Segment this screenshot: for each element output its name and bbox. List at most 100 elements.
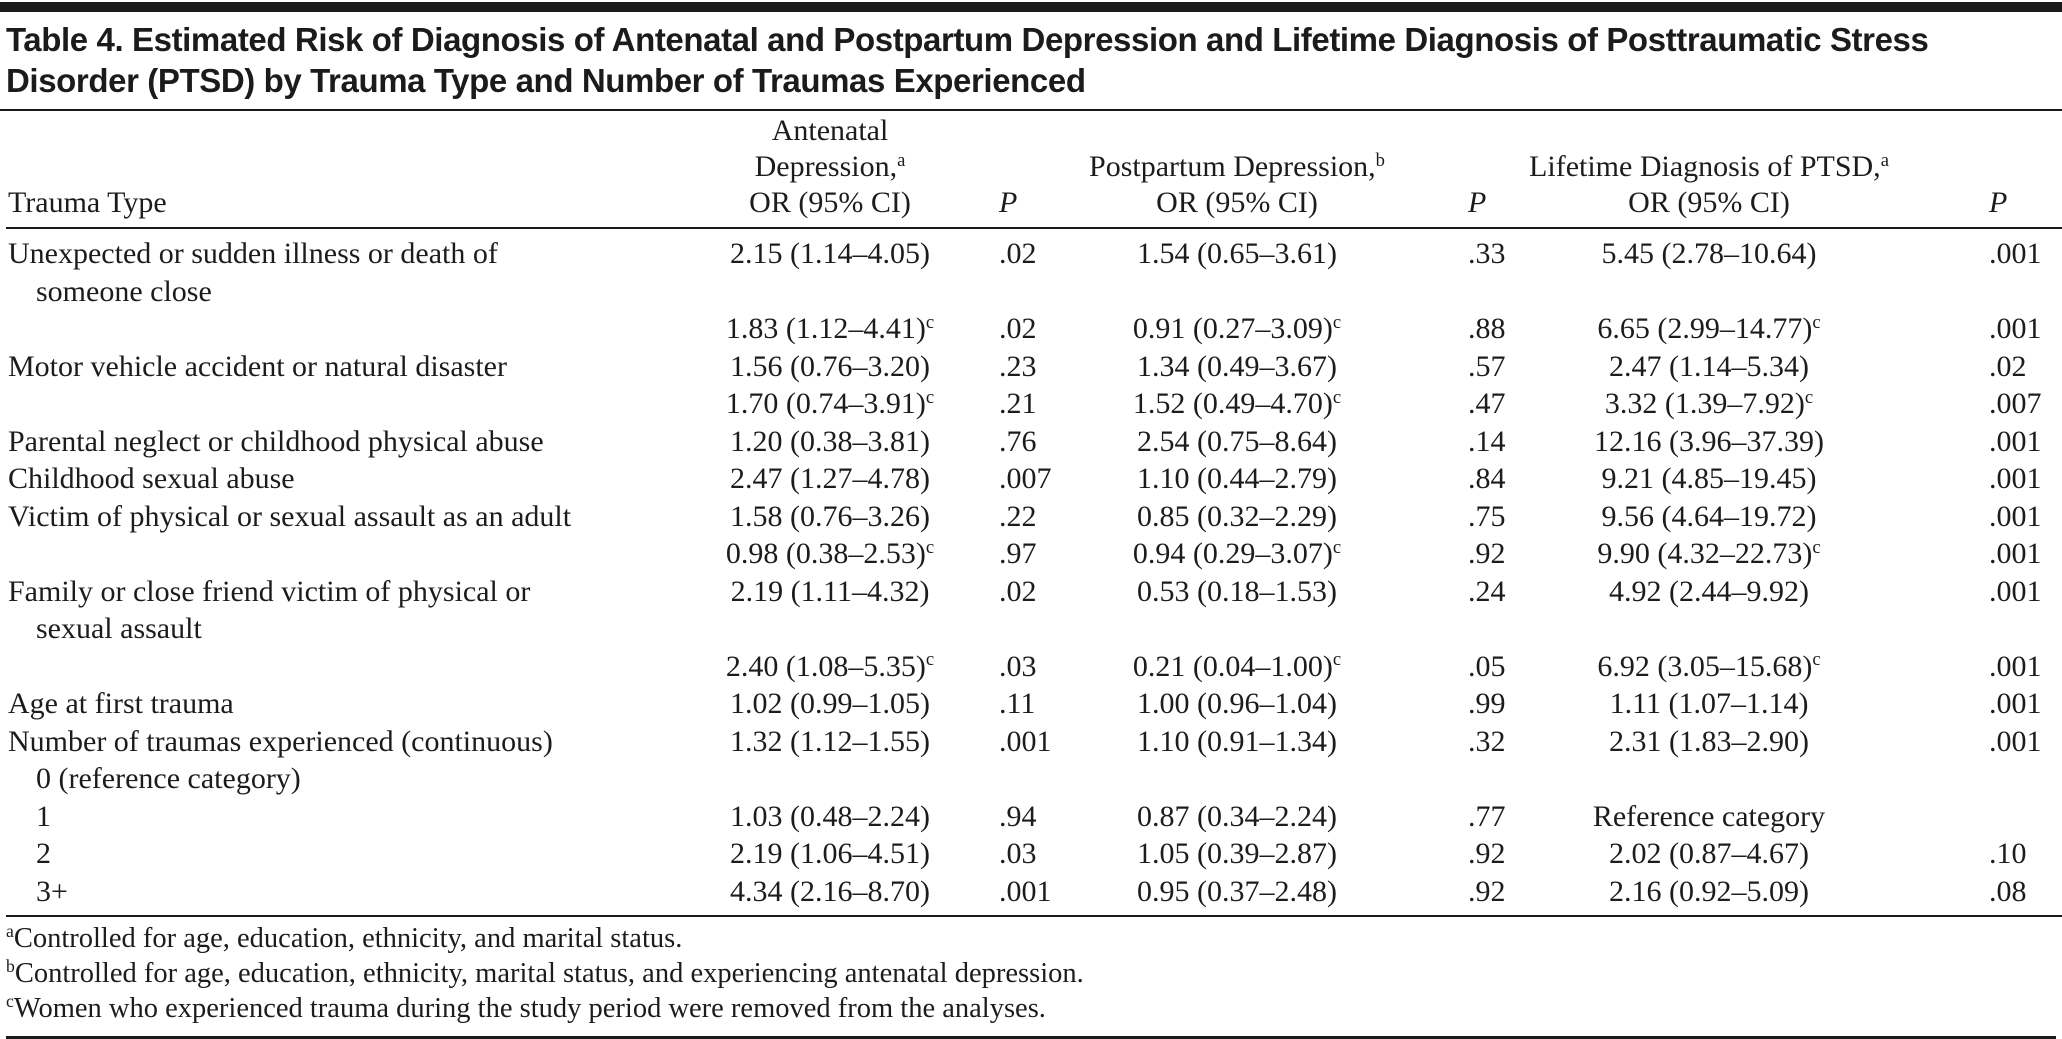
or-ci-cell: 9.90 (4.32–22.73)c: [1597, 536, 1821, 570]
p-value-cell: .001: [1989, 499, 2042, 533]
or-ci-cell: 2.15 (1.14–4.05): [730, 237, 930, 270]
row-label-text: Motor vehicle accident or natural disast…: [8, 349, 507, 383]
p-value-cell: .007: [999, 462, 1052, 495]
table-row: Motor vehicle accident or natural disast…: [6, 348, 2062, 386]
or-ci-cell: 2.16 (0.92–5.09): [1510, 872, 1908, 917]
footnote-marker: c: [1812, 311, 1821, 333]
table-row: Unexpected or sudden illness or death of…: [6, 228, 2062, 310]
row-label: [6, 535, 696, 573]
footnote-marker: c: [1332, 311, 1342, 333]
or-ci-cell: Reference category: [1592, 799, 1826, 833]
footnote-marker: b: [1375, 149, 1385, 171]
or-ci-cell: 1.03 (0.48–2.24): [730, 799, 930, 833]
row-label-text: Parental neglect or childhood physical a…: [8, 424, 544, 458]
or-ci-cell: 1.32 (1.12–1.55): [730, 724, 930, 758]
table-header: Trauma Type Antenatal Depression,a OR (9…: [6, 111, 2062, 229]
col-header-p-antenatal: P: [964, 111, 1076, 229]
or-ci-cell: 1.52 (0.49–4.70)c: [1132, 386, 1342, 420]
or-ci-cell: 4.92 (2.44–9.92): [1609, 574, 1809, 608]
or-ci-cell: 1.20 (0.38–3.81): [730, 424, 930, 458]
row-label-text: Family or close friend victim of physica…: [8, 574, 531, 608]
row-label-text: Unexpected or sudden illness or death of: [8, 237, 498, 270]
table-row: Age at first trauma 1.02 (0.99–1.05) .11 1.…: [6, 685, 2062, 723]
footnote-marker: c: [1332, 386, 1342, 408]
p-value-cell: .94: [999, 799, 1037, 833]
row-label: [6, 648, 696, 686]
row-label: Family or close friend victim of physica…: [6, 573, 696, 648]
p-value-cell: .001: [1989, 462, 2042, 495]
row-label: [6, 385, 696, 423]
or-ci-cell: 2.19 (1.06–4.51): [730, 837, 930, 870]
footnote: cWomen who experienced trauma during the…: [6, 991, 2056, 1026]
table-body: Unexpected or sudden illness or death of…: [6, 228, 2062, 917]
col-header-antenatal-depression: Antenatal Depression,a OR (95% CI): [696, 111, 964, 229]
p-value-cell: [1908, 798, 2062, 836]
p-value-cell: .001: [1989, 649, 2042, 683]
results-table: Trauma Type Antenatal Depression,a OR (9…: [6, 111, 2062, 917]
p-value-cell: .21: [999, 387, 1037, 420]
or-ci-cell: 2.54 (0.75–8.64): [1137, 424, 1337, 458]
footnote-marker: a: [897, 149, 906, 171]
or-ci-cell: 1.54 (0.65–3.61): [1137, 237, 1337, 270]
or-ci-cell: 1.11 (1.07–1.14): [1609, 687, 1809, 720]
or-ci-cell: 2.47 (1.27–4.78): [730, 462, 930, 495]
or-ci-cell: 1.56 (0.76–3.20): [730, 349, 930, 383]
col-header-lifetime-ptsd: Lifetime Diagnosis of PTSD,a OR (95% CI): [1510, 111, 1908, 229]
footnote-marker: c: [925, 536, 935, 558]
table-row: Childhood sexual abuse 2.47 (1.27–4.78) .0…: [6, 460, 2062, 498]
p-value-cell: .03: [999, 649, 1037, 683]
footnote-marker: c: [1332, 649, 1342, 671]
or-ci-cell: 5.45 (2.78–10.64): [1601, 237, 1817, 270]
or-ci-cell: 1.83 (1.12–4.41)c: [725, 311, 935, 345]
p-value-cell: [964, 760, 1076, 798]
or-ci-cell: 1.10 (0.91–1.34): [1137, 724, 1337, 758]
or-ci-cell: 0.98 (0.38–2.53)c: [725, 536, 935, 570]
p-value-cell: .22: [999, 499, 1037, 533]
p-value-cell: [1908, 760, 2062, 798]
row-label-text: 2: [36, 837, 51, 870]
p-value-cell: .23: [999, 349, 1037, 383]
p-value-cell: .97: [999, 537, 1037, 570]
p-value-cell: .47: [1468, 387, 1506, 420]
row-label: Victim of physical or sexual assault as …: [6, 498, 696, 536]
table-title: Table 4. Estimated Risk of Diagnosis of …: [0, 12, 2062, 111]
footnote-marker: c: [925, 311, 935, 333]
or-ci-cell: 12.16 (3.96–37.39): [1594, 424, 1824, 458]
p-value-cell: .08: [1908, 872, 2062, 917]
p-value-cell: .02: [1989, 349, 2027, 383]
table-row: Number of traumas experienced (continuou…: [6, 723, 2062, 761]
p-value-cell: .001: [1989, 424, 2042, 458]
row-label: 3+: [6, 872, 696, 917]
p-value-cell: .92: [1468, 537, 1506, 570]
p-value-cell: .88: [1468, 312, 1506, 345]
p-value-cell: .14: [1468, 424, 1506, 458]
or-ci-cell: 1.05 (0.39–2.87): [1137, 837, 1337, 870]
table-row: 0.98 (0.38–2.53)c .97 0.94 (0.29–3.07)c .92…: [6, 535, 2062, 573]
footnote-marker: c: [1332, 536, 1342, 558]
p-value-cell: .99: [1468, 687, 1506, 720]
p-value-cell: .02: [999, 237, 1037, 270]
or-ci-cell: 0.95 (0.37–2.48): [1076, 872, 1398, 917]
or-ci-cell: 1.02 (0.99–1.05): [730, 687, 930, 720]
p-value-cell: .10: [1989, 837, 2027, 870]
col-header-or-ci-line: OR (95% CI): [1628, 186, 1790, 219]
table-row: Family or close friend victim of physica…: [6, 573, 2062, 648]
footnote-text: Controlled for age, education, ethnicity…: [14, 958, 1084, 989]
row-label: 2: [6, 835, 696, 873]
or-ci-cell: 1.00 (0.96–1.04): [1137, 687, 1337, 720]
row-label-text: 1: [36, 799, 51, 833]
footnote-text: Women who experienced trauma during the …: [13, 993, 1046, 1024]
footnote-marker: c: [1812, 649, 1821, 671]
p-value-cell: .02: [999, 574, 1037, 608]
or-ci-cell: 2.47 (1.14–5.34): [1609, 349, 1809, 383]
p-value-cell: [1398, 760, 1510, 798]
table-row: 3+ 4.34 (2.16–8.70) .001 0.95 (0.37–2.48) .9…: [6, 872, 2062, 917]
p-value-cell: .84: [1468, 462, 1506, 495]
p-value-cell: .33: [1468, 237, 1506, 270]
row-label-text: 3+: [36, 874, 68, 908]
table-row: Victim of physical or sexual assault as …: [6, 498, 2062, 536]
table-row: 0 (reference category): [6, 760, 2062, 798]
p-value-cell: .32: [1468, 724, 1506, 758]
or-ci-cell: 0.53 (0.18–1.53): [1137, 574, 1337, 608]
p-value-cell: .75: [1468, 499, 1506, 533]
